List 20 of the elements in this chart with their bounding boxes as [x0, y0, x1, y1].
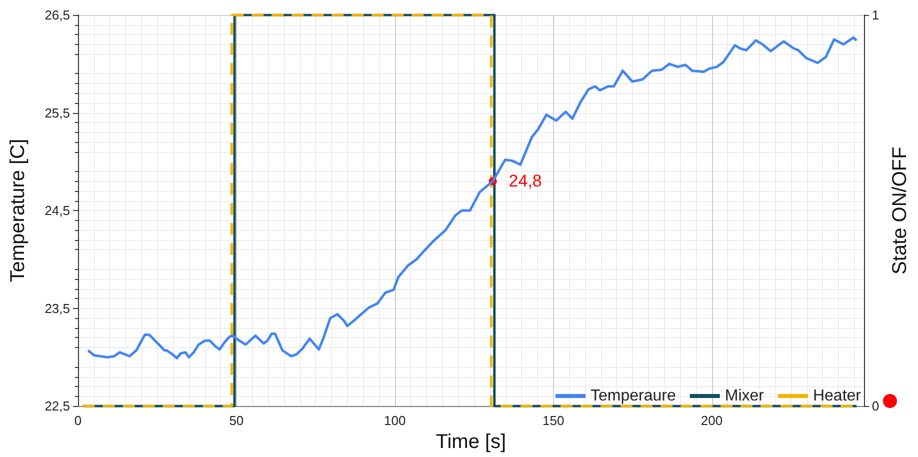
y-tick-label: 23,5 [44, 300, 70, 316]
x-tick-label: 0 [74, 413, 82, 428]
y2-axis-title: State ON/OFF [889, 146, 911, 274]
y-axis-title: Temperature [C] [7, 138, 29, 282]
legend-label: Mixer [724, 388, 765, 404]
legend-label: Temperaure [590, 388, 676, 404]
y2-tick-label: 0 [872, 398, 880, 414]
y-tick-label: 26,5 [44, 8, 70, 22]
x-axis-title: Time [s] [436, 431, 506, 453]
y-tick-label: 22,5 [44, 398, 70, 414]
annotation: 24,8 [508, 172, 542, 191]
y-tick-label: 25,5 [44, 105, 70, 120]
y-tick-label: 24,5 [44, 203, 70, 218]
x-tick-label: 100 [384, 413, 406, 428]
x-tick-label: 200 [700, 413, 723, 428]
legend-label: Heater [812, 388, 862, 404]
x-tick-label: 50 [229, 413, 244, 428]
line-series [86, 36, 858, 360]
y2-tick-label: 1 [872, 8, 880, 22]
x-tick-label: 150 [542, 413, 564, 428]
